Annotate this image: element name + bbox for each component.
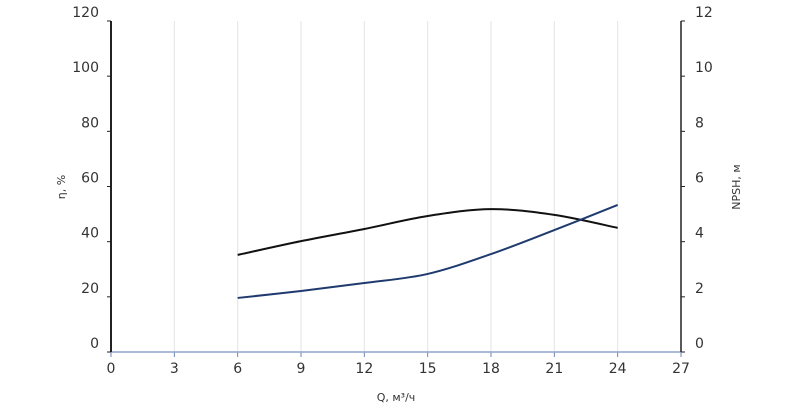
y2-tick-label: 12 [695,5,713,21]
y2-tick-label: 6 [695,171,704,187]
x-tick-label: 15 [419,361,437,377]
y2-tick-label: 2 [695,281,704,297]
x-tick-label: 0 [107,361,116,377]
y-axis-label: η, % [55,175,68,199]
y-tick-label: 20 [81,281,99,297]
y2-tick-label: 10 [695,60,713,76]
y-tick-label: 120 [72,5,99,21]
x-tick-label: 12 [355,361,373,377]
x-axis-label: Q, м³/ч [377,391,416,404]
y-tick-label: 40 [81,226,99,242]
y-tick-label: 80 [81,115,99,131]
y-tick-label: 60 [81,171,99,187]
x-tick-label: 21 [545,361,563,377]
data-line [237,204,619,299]
x-tick-label: 24 [609,361,627,377]
x-tick-label: 3 [170,361,179,377]
y-tick-label: 100 [72,60,99,76]
x-tick-label: 18 [482,361,500,377]
x-tick-label: 27 [672,361,690,377]
data-line [237,208,618,256]
y2-tick-label: 0 [695,336,704,352]
y2-tick-label: 8 [695,115,704,131]
y-tick-label: 0 [90,336,99,352]
y2-axis-label: NPSH, м [730,164,743,209]
x-tick-label: 6 [233,361,242,377]
y2-tick-label: 4 [695,226,704,242]
x-tick-label: 9 [297,361,306,377]
